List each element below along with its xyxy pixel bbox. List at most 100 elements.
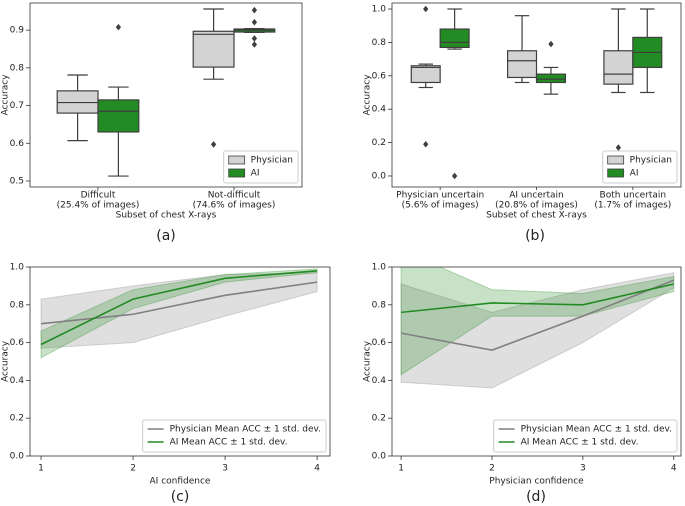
y-tick-label: 1.0 (372, 263, 387, 273)
legend-swatch (228, 155, 246, 165)
legend: Physician Mean ACC ± 1 std. dev. AI Mean … (493, 419, 678, 453)
outlier (423, 5, 429, 13)
y-tick-label: 0.9 (10, 26, 25, 36)
caption: (b) (525, 228, 545, 244)
x-tick-label: 3 (580, 464, 586, 474)
outlier (251, 35, 258, 42)
y-tick-label: 0.6 (372, 71, 387, 81)
outlier (210, 141, 217, 148)
legend-label: Physician Mean ACC ± 1 std. dev. (521, 425, 672, 435)
box (97, 99, 140, 133)
x-tick-label: Physician uncertain (396, 191, 484, 201)
x-tick-label: Not-difficult (208, 191, 261, 201)
x-tick-label: 4 (314, 464, 320, 474)
y-axis-label: Accuracy (363, 74, 373, 116)
plot-frame (29, 2, 303, 188)
legend-label: Physician (251, 156, 293, 166)
plot-frame (391, 266, 682, 457)
y-tick-label: 0.5 (10, 176, 24, 186)
legend-label: AI Mean ACC ± 1 std. dev. (521, 438, 639, 448)
legend-box (493, 419, 678, 453)
outlier (251, 18, 258, 26)
caption: (d) (526, 489, 546, 505)
legend-swatch (607, 155, 625, 165)
panel: 0.0 0.2 0.4 0.6 0.8 1.0 Accuracy (b) Physician u… (363, 2, 682, 244)
box (507, 50, 538, 79)
y-tick-label: 0.2 (372, 414, 386, 424)
y-axis-label: Accuracy (1, 340, 11, 382)
legend-label: AI (630, 169, 639, 179)
y-tick-label: 0.0 (372, 171, 387, 181)
y-tick-label: 0.6 (10, 139, 25, 149)
x-axis-label: Subset of chest X-rays (116, 211, 217, 221)
x-axis-label: Subset of chest X-rays (486, 211, 587, 221)
legend-swatch (228, 168, 246, 178)
x-tick-note: (74.6% of images) (193, 201, 276, 211)
legend-label: AI (251, 169, 260, 179)
outlier (615, 144, 622, 151)
outlier (423, 140, 429, 148)
y-tick-label: 0.6 (372, 338, 387, 348)
y-tick-label: 0.6 (10, 338, 25, 348)
y-axis-label: Accuracy (1, 74, 11, 116)
x-tick-label: AI uncertain (509, 191, 564, 201)
outlier (451, 172, 458, 180)
y-tick-label: 1.0 (372, 5, 387, 15)
plot-frame (29, 266, 331, 457)
legend: Physician Mean ACC ± 1 std. dev. AI Mean … (142, 419, 327, 453)
mean-line (400, 279, 675, 351)
caption: (a) (156, 228, 176, 244)
x-tick-label: 4 (671, 464, 677, 474)
y-tick-label: 0.8 (10, 63, 25, 73)
box (410, 65, 441, 84)
y-tick-label: 0.8 (10, 300, 25, 310)
outlier (251, 6, 258, 14)
x-axis-label: Physician confidence (489, 477, 584, 487)
x-tick-label: 1 (398, 464, 404, 474)
x-tick-note: (5.6% of images) (402, 201, 479, 211)
outlier (548, 40, 554, 48)
box (192, 30, 235, 68)
y-tick-label: 1.0 (10, 263, 25, 273)
legend: Physician AI (602, 150, 678, 184)
x-tick-label: 3 (222, 464, 228, 474)
x-axis-label: AI confidence (150, 477, 211, 487)
box (535, 73, 566, 84)
y-tick-label: 0.8 (372, 38, 387, 48)
x-tick-note: (25.4% of images) (57, 201, 140, 211)
plot-area (400, 267, 675, 389)
x-tick-label: 2 (130, 464, 136, 474)
x-tick-note: (20.8% of images) (495, 201, 578, 211)
y-tick-label: 0.8 (372, 300, 387, 310)
legend-label: Physician Mean ACC ± 1 std. dev. (170, 425, 321, 435)
y-tick-label: 0.4 (372, 105, 387, 115)
plot-area (40, 268, 318, 359)
legend-label: Physician (630, 156, 672, 166)
x-tick-label: 1 (38, 464, 44, 474)
box (439, 28, 470, 49)
panel: 0.0 0.2 0.4 0.6 0.8 1.0 Accuracy (d) 1 2 3 4 Physici… (363, 263, 682, 505)
x-tick-label: Both uncertain (600, 191, 667, 201)
outlier (251, 41, 258, 48)
x-tick-label: 2 (489, 464, 495, 474)
x-tick-label: Difficult (81, 191, 116, 201)
outlier (115, 23, 122, 31)
legend-swatch (607, 168, 625, 178)
mean-line (401, 283, 674, 314)
std-band (400, 272, 675, 389)
mean-line (40, 269, 318, 346)
y-axis-label: Accuracy (363, 340, 373, 382)
y-tick-label: 0.4 (372, 376, 387, 386)
std-band (40, 268, 318, 359)
mean-line (40, 281, 318, 325)
y-tick-label: 0.7 (10, 101, 24, 111)
std-band (400, 267, 675, 376)
legend-label: AI Mean ACC ± 1 std. dev. (170, 438, 288, 448)
y-tick-label: 0.2 (372, 138, 386, 148)
box (603, 50, 634, 85)
panel: 0.0 0.2 0.4 0.6 0.8 1.0 Accuracy (c) 1 2 3 4 AI conf… (1, 263, 331, 505)
y-tick-label: 0.4 (10, 376, 25, 386)
y-tick-label: 0.0 (10, 452, 25, 462)
y-tick-label: 0.0 (372, 452, 387, 462)
